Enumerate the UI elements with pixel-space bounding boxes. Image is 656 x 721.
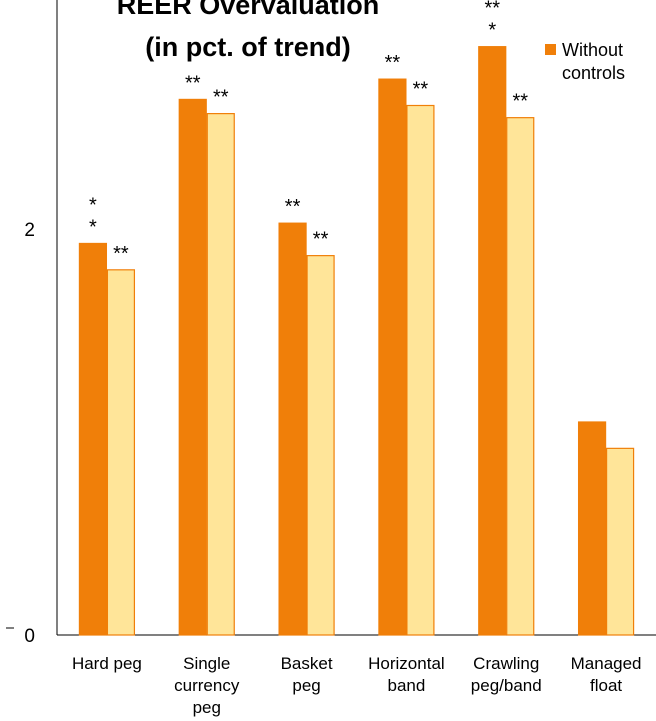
category-label: peg	[193, 698, 221, 717]
bar-s2-5	[506, 117, 535, 636]
legend-label-line-2: controls	[562, 63, 625, 83]
category-labels: Hard peg Single currency peg Basket peg Horizo…	[72, 654, 642, 717]
significance-label: *	[89, 216, 97, 238]
bar-s1-1	[78, 242, 108, 636]
bar-s1-5	[478, 46, 507, 636]
bar-s1-4	[378, 78, 407, 636]
chart-title-line-1: REER Overvaluation	[117, 0, 380, 20]
category-label: Managed	[571, 654, 642, 673]
category-label: peg	[292, 676, 320, 695]
category-label: Basket	[281, 654, 333, 673]
category-label: peg/band	[471, 676, 542, 695]
significance-label: **	[113, 243, 129, 265]
legend-swatch	[545, 44, 556, 55]
bar-s2-6	[605, 447, 635, 636]
category-label: band	[388, 676, 426, 695]
significance-label: **	[313, 229, 329, 251]
bar-s1-2	[178, 98, 207, 636]
significance-label: *	[89, 194, 97, 216]
category-label: Crawling	[473, 654, 539, 673]
category-label: Horizontal	[368, 654, 445, 673]
legend: Without controls	[545, 40, 625, 83]
axes: 02	[6, 0, 656, 647]
significance-label: **	[484, 0, 500, 20]
y-tick-label: 2	[24, 220, 35, 241]
significance-label: **	[185, 72, 201, 94]
significance-label: **	[385, 52, 401, 74]
bar-s2-1	[106, 269, 136, 636]
significance-label: *	[488, 20, 496, 42]
significance-label: **	[413, 78, 429, 100]
significance-labels: *********************	[89, 0, 528, 265]
significance-label: **	[213, 87, 229, 109]
significance-label: **	[285, 196, 301, 218]
category-label: Hard peg	[72, 654, 142, 673]
bar-s2-3	[306, 255, 335, 636]
significance-label: **	[512, 91, 528, 113]
bars	[78, 46, 635, 636]
y-tick-label: 0	[24, 626, 35, 647]
category-label: float	[590, 676, 622, 695]
chart-title-line-2: (in pct. of trend)	[145, 32, 350, 62]
bar-s2-2	[206, 113, 235, 636]
category-label: currency	[174, 676, 240, 695]
category-label: Single	[183, 654, 230, 673]
bar-s1-3	[278, 222, 307, 636]
bar-s1-6	[577, 421, 607, 636]
bar-s2-4	[406, 104, 435, 636]
legend-label-line-1: Without	[562, 40, 623, 60]
